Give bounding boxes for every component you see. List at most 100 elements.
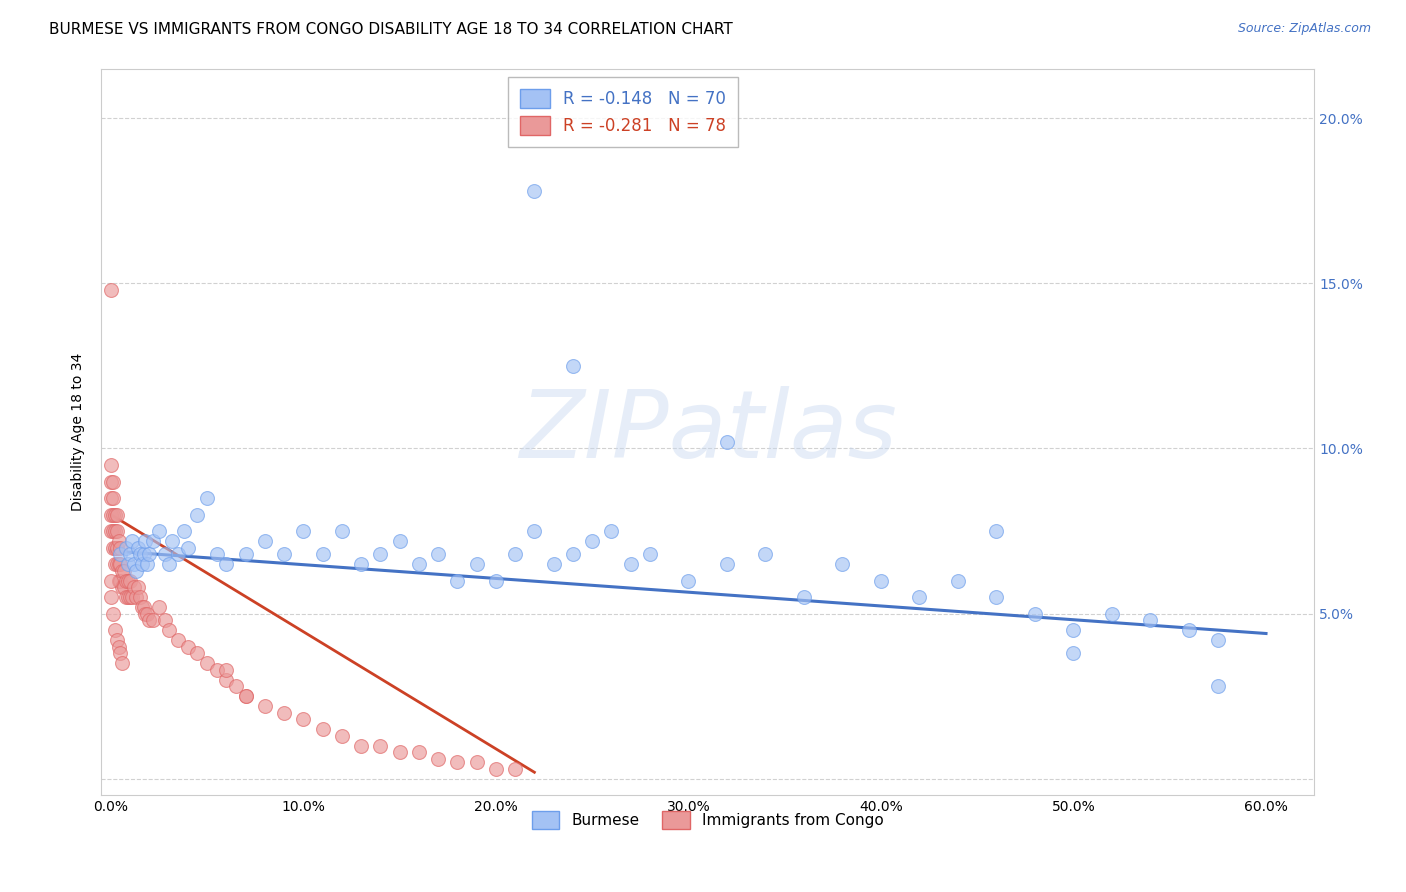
Point xyxy=(177,640,200,654)
Point xyxy=(131,600,153,615)
Point xyxy=(115,541,138,555)
Point xyxy=(986,590,1008,604)
Point xyxy=(215,663,238,677)
Point xyxy=(205,547,228,561)
Point xyxy=(205,663,228,677)
Point xyxy=(235,690,257,704)
Point xyxy=(110,574,132,588)
Point xyxy=(117,574,139,588)
Point xyxy=(136,607,159,621)
Point xyxy=(162,533,184,548)
Point xyxy=(186,508,208,522)
Point xyxy=(100,524,122,538)
Point xyxy=(101,508,124,522)
Point xyxy=(311,547,333,561)
Point xyxy=(754,547,776,561)
Point xyxy=(100,475,122,489)
Point xyxy=(100,283,122,297)
Point xyxy=(225,679,247,693)
Point xyxy=(870,574,893,588)
Point xyxy=(561,359,583,373)
Point xyxy=(215,557,238,571)
Point xyxy=(330,524,353,538)
Point xyxy=(446,756,468,770)
Point xyxy=(127,541,149,555)
Point xyxy=(388,533,411,548)
Point xyxy=(107,640,129,654)
Text: ZIPatlas: ZIPatlas xyxy=(519,386,897,477)
Point xyxy=(120,590,142,604)
Point xyxy=(485,762,508,776)
Point xyxy=(112,564,135,578)
Point xyxy=(427,547,450,561)
Point xyxy=(110,541,132,555)
Y-axis label: Disability Age 18 to 34: Disability Age 18 to 34 xyxy=(72,353,86,511)
Point xyxy=(235,690,257,704)
Point xyxy=(503,762,526,776)
Point xyxy=(1206,679,1229,693)
Point xyxy=(638,547,661,561)
Point xyxy=(110,547,132,561)
Point xyxy=(946,574,969,588)
Point xyxy=(120,574,142,588)
Point xyxy=(117,557,139,571)
Point xyxy=(831,557,853,571)
Point xyxy=(104,557,127,571)
Point xyxy=(1063,646,1085,660)
Point xyxy=(110,646,132,660)
Point xyxy=(620,557,643,571)
Point xyxy=(1101,607,1123,621)
Point xyxy=(115,590,138,604)
Point xyxy=(142,613,165,627)
Point xyxy=(195,657,218,671)
Point xyxy=(350,739,373,753)
Point xyxy=(121,533,143,548)
Point xyxy=(167,633,190,648)
Point xyxy=(465,557,488,571)
Point xyxy=(121,590,143,604)
Point xyxy=(104,623,127,637)
Point xyxy=(716,557,738,571)
Point xyxy=(105,524,128,538)
Point xyxy=(138,547,160,561)
Point xyxy=(127,580,149,594)
Point xyxy=(1206,633,1229,648)
Point xyxy=(104,541,127,555)
Legend: Burmese, Immigrants from Congo: Burmese, Immigrants from Congo xyxy=(526,805,890,835)
Point xyxy=(167,547,190,561)
Point xyxy=(112,580,135,594)
Point xyxy=(125,564,148,578)
Point xyxy=(100,508,122,522)
Point xyxy=(446,574,468,588)
Point xyxy=(273,547,295,561)
Point xyxy=(186,646,208,660)
Point xyxy=(157,623,180,637)
Point xyxy=(908,590,931,604)
Point xyxy=(195,491,218,505)
Point xyxy=(105,541,128,555)
Point xyxy=(253,699,276,714)
Point xyxy=(523,184,546,198)
Point xyxy=(1139,613,1161,627)
Point xyxy=(101,491,124,505)
Point xyxy=(111,580,134,594)
Point xyxy=(235,547,257,561)
Point xyxy=(408,746,430,760)
Point xyxy=(100,574,122,588)
Point xyxy=(101,541,124,555)
Point xyxy=(115,574,138,588)
Point xyxy=(131,557,153,571)
Point xyxy=(111,564,134,578)
Point xyxy=(465,756,488,770)
Point xyxy=(370,547,392,561)
Point xyxy=(600,524,623,538)
Point xyxy=(273,706,295,720)
Point xyxy=(330,729,353,743)
Point xyxy=(120,547,142,561)
Point xyxy=(104,508,127,522)
Point xyxy=(117,590,139,604)
Point xyxy=(136,557,159,571)
Point xyxy=(1063,623,1085,637)
Point xyxy=(311,723,333,737)
Point xyxy=(153,547,176,561)
